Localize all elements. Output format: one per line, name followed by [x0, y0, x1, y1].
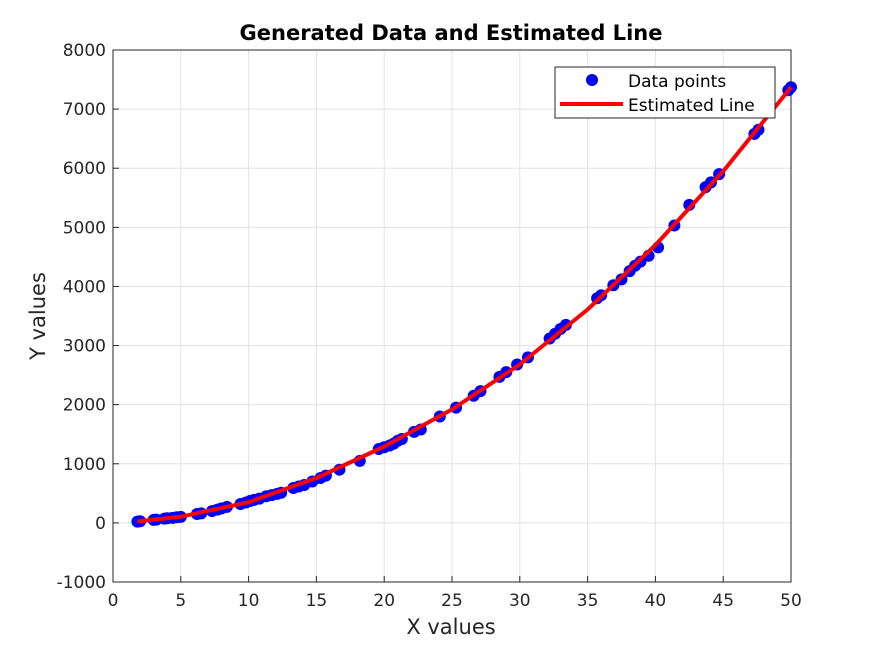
x-tick-label: 20 — [373, 591, 395, 611]
y-tick-label: 1000 — [63, 455, 106, 475]
chart-title: Generated Data and Estimated Line — [240, 21, 663, 45]
x-tick-label: 35 — [577, 591, 599, 611]
legend-label-estimated-line: Estimated Line — [628, 96, 755, 116]
x-tick-label: 0 — [108, 591, 119, 611]
y-tick-label: 3000 — [63, 337, 106, 357]
legend: Data points Estimated Line — [554, 66, 776, 119]
x-tick-label: 5 — [175, 591, 186, 611]
x-tick-label: 40 — [645, 591, 667, 611]
series-group — [131, 81, 797, 528]
x-tick-label: 25 — [441, 591, 463, 611]
y-tick-label: 5000 — [63, 218, 106, 238]
y-tick-label: 6000 — [63, 159, 106, 179]
y-tick-label: 0 — [95, 514, 106, 534]
x-tick-label: 45 — [712, 591, 734, 611]
y-axis-label: Y values — [26, 272, 50, 361]
y-tick-label: -1000 — [57, 573, 106, 593]
estimated-line — [137, 85, 793, 524]
legend-label-data-points: Data points — [628, 72, 726, 92]
x-axis-label: X values — [406, 615, 495, 639]
y-tick-label: 2000 — [63, 396, 106, 416]
axis-ticks: 0 5 10 15 20 25 30 35 40 45 50-1000010002000300040… — [57, 41, 802, 611]
x-tick-label: 10 — [238, 591, 260, 611]
x-tick-label: 30 — [509, 591, 531, 611]
legend-marker-data-points — [586, 74, 598, 86]
x-tick-label: 50 — [780, 591, 802, 611]
data-point — [683, 198, 696, 211]
y-tick-label: 8000 — [63, 41, 106, 61]
y-tick-label: 7000 — [63, 100, 106, 120]
x-tick-label: 15 — [306, 591, 328, 611]
y-tick-label: 4000 — [63, 277, 106, 297]
